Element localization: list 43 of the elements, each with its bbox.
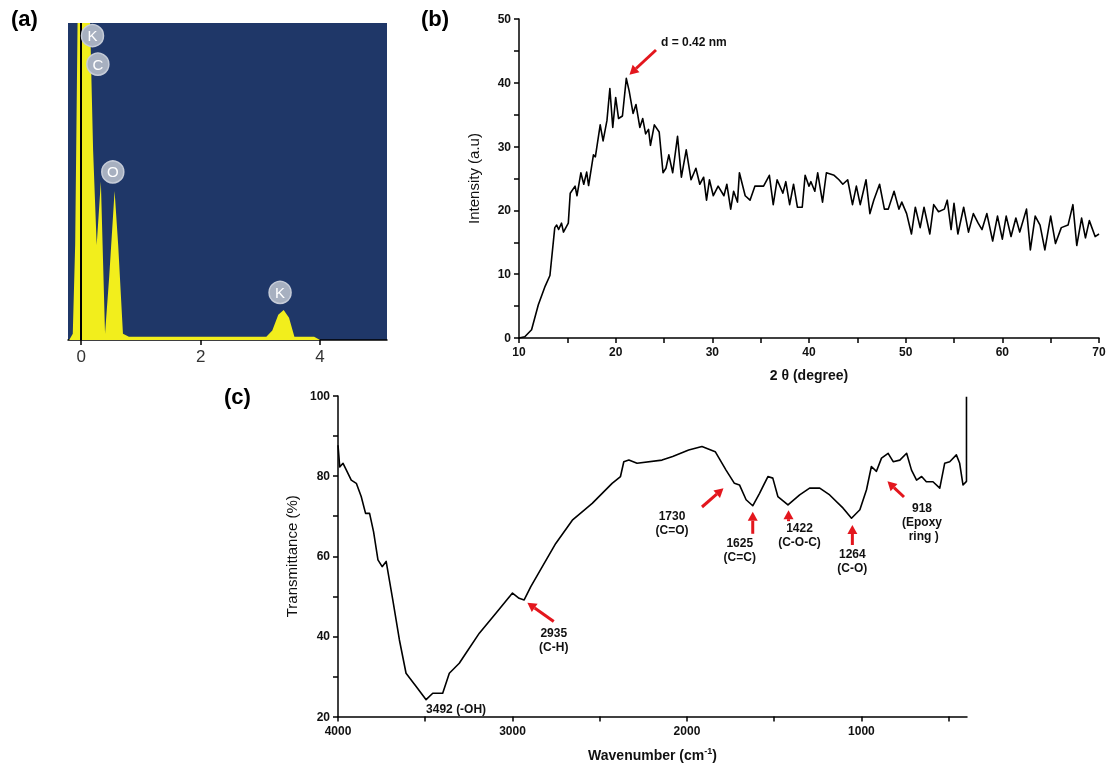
x-tick-label: 0 (76, 347, 86, 366)
y-axis-title: Transmittance (%) (283, 495, 301, 618)
annotation: 1422 (C-O-C) (778, 521, 821, 550)
annotation: 3492 (-OH) (426, 701, 487, 716)
x-tick-label: 70 (1092, 345, 1106, 359)
annotation: d = 0.42 nm (661, 35, 727, 49)
y-tick-label: 100 (309, 389, 331, 403)
x-tick-label: 50 (898, 345, 913, 359)
annotation: 918 (Epoxy ring ) (901, 501, 943, 543)
annotation: 2935 (C-H) (539, 625, 569, 654)
x-tick-label: 2000 (673, 723, 701, 738)
x-tick-label: 30 (705, 345, 720, 359)
y-tick-label: 50 (497, 12, 512, 26)
y-tick-label: 0 (504, 331, 512, 345)
y-tick-label: 60 (316, 549, 331, 564)
x-tick-label: 2 (195, 347, 206, 366)
annotation: 1264 (C-O) (837, 547, 868, 575)
x-tick-label: 4000 (324, 723, 352, 738)
y-tick-label: 40 (316, 629, 331, 644)
chart-title: (c) (224, 383, 251, 409)
chart-title: (a) (11, 5, 38, 31)
annotation: 1625 (C=C) (723, 535, 756, 564)
x-tick-label: 4 (315, 347, 325, 366)
x-tick-label: 1000 (848, 723, 876, 738)
y-tick-label: 30 (497, 139, 512, 154)
annotation: K (275, 283, 286, 301)
y-tick-label: 80 (316, 469, 331, 484)
annotation: K (87, 27, 98, 45)
y-tick-label: 20 (497, 203, 512, 218)
x-tick-label: 60 (995, 345, 1010, 359)
y-tick-label: 20 (316, 709, 331, 724)
x-tick-label: 40 (802, 345, 816, 359)
x-tick-label: 20 (608, 345, 623, 359)
y-tick-label: 40 (497, 75, 512, 90)
annotation: C (92, 55, 104, 73)
annotation: 1730 (C=O) (655, 509, 689, 537)
x-axis-title: 2 θ (degree) (769, 367, 849, 383)
y-axis-title: Intensity (a.u) (465, 133, 482, 224)
chart-title: (b) (421, 5, 450, 31)
x-tick-label: 3000 (499, 723, 527, 738)
y-tick-label: 10 (497, 267, 512, 282)
annotation: O (106, 163, 119, 181)
x-tick-label: 10 (512, 345, 526, 359)
